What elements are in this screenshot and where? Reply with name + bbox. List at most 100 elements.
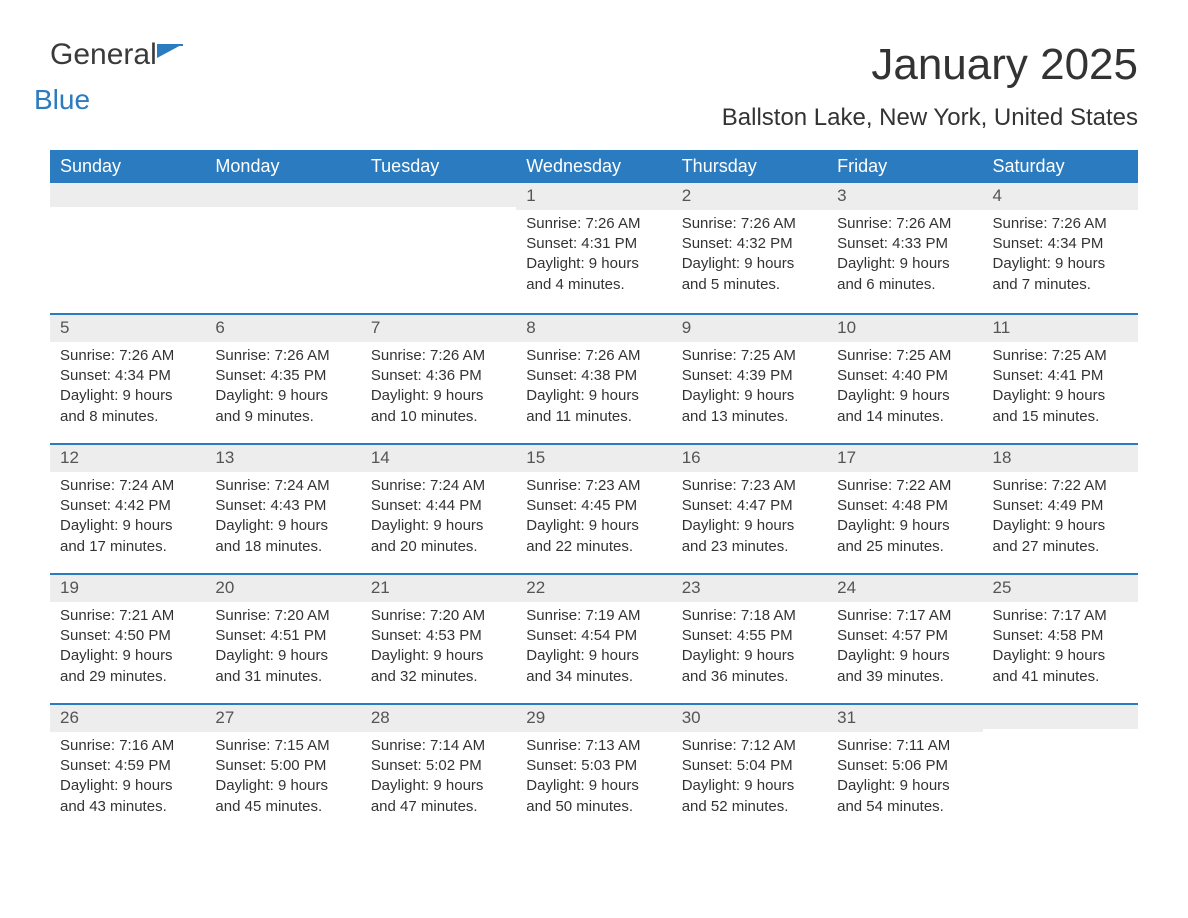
- daylight-line: Daylight: 9 hours and 47 minutes.: [371, 776, 506, 817]
- sunrise-line: Sunrise: 7:17 AM: [837, 606, 972, 626]
- sunrise-line: Sunrise: 7:26 AM: [526, 346, 661, 366]
- day-content: Sunrise: 7:17 AMSunset: 4:57 PMDaylight:…: [827, 602, 982, 701]
- sunset-line: Sunset: 4:49 PM: [993, 496, 1128, 516]
- sunrise-line: Sunrise: 7:17 AM: [993, 606, 1128, 626]
- calendar-cell: 3Sunrise: 7:26 AMSunset: 4:33 PMDaylight…: [827, 183, 982, 313]
- sunset-line: Sunset: 4:38 PM: [526, 366, 661, 386]
- sunset-line: Sunset: 4:58 PM: [993, 626, 1128, 646]
- calendar-cell: 27Sunrise: 7:15 AMSunset: 5:00 PMDayligh…: [205, 705, 360, 833]
- day-number: 14: [361, 445, 516, 472]
- sunset-line: Sunset: 5:06 PM: [837, 756, 972, 776]
- sunrise-line: Sunrise: 7:12 AM: [682, 736, 817, 756]
- day-content: Sunrise: 7:11 AMSunset: 5:06 PMDaylight:…: [827, 732, 982, 831]
- day-content: Sunrise: 7:17 AMSunset: 4:58 PMDaylight:…: [983, 602, 1138, 701]
- day-content: Sunrise: 7:26 AMSunset: 4:36 PMDaylight:…: [361, 342, 516, 441]
- logo: General Blue: [50, 40, 183, 102]
- day-content: Sunrise: 7:26 AMSunset: 4:35 PMDaylight:…: [205, 342, 360, 441]
- day-content: Sunrise: 7:15 AMSunset: 5:00 PMDaylight:…: [205, 732, 360, 831]
- sunrise-line: Sunrise: 7:24 AM: [215, 476, 350, 496]
- calendar-cell: 2Sunrise: 7:26 AMSunset: 4:32 PMDaylight…: [672, 183, 827, 313]
- daylight-line: Daylight: 9 hours and 36 minutes.: [682, 646, 817, 687]
- week-row: 19Sunrise: 7:21 AMSunset: 4:50 PMDayligh…: [50, 573, 1138, 703]
- calendar-cell: 15Sunrise: 7:23 AMSunset: 4:45 PMDayligh…: [516, 445, 671, 573]
- sunset-line: Sunset: 4:31 PM: [526, 234, 661, 254]
- day-header-friday: Friday: [827, 150, 982, 183]
- daylight-line: Daylight: 9 hours and 41 minutes.: [993, 646, 1128, 687]
- week-row: 5Sunrise: 7:26 AMSunset: 4:34 PMDaylight…: [50, 313, 1138, 443]
- sunrise-line: Sunrise: 7:23 AM: [526, 476, 661, 496]
- daylight-line: Daylight: 9 hours and 27 minutes.: [993, 516, 1128, 557]
- day-number: [361, 183, 516, 207]
- daylight-line: Daylight: 9 hours and 22 minutes.: [526, 516, 661, 557]
- day-number: 1: [516, 183, 671, 210]
- title-block: January 2025 Ballston Lake, New York, Un…: [722, 40, 1138, 132]
- week-row: 1Sunrise: 7:26 AMSunset: 4:31 PMDaylight…: [50, 183, 1138, 313]
- calendar-cell: 5Sunrise: 7:26 AMSunset: 4:34 PMDaylight…: [50, 315, 205, 443]
- day-content: Sunrise: 7:23 AMSunset: 4:45 PMDaylight:…: [516, 472, 671, 571]
- daylight-line: Daylight: 9 hours and 8 minutes.: [60, 386, 195, 427]
- calendar-cell: 6Sunrise: 7:26 AMSunset: 4:35 PMDaylight…: [205, 315, 360, 443]
- day-number: 16: [672, 445, 827, 472]
- sunrise-line: Sunrise: 7:26 AM: [371, 346, 506, 366]
- sunset-line: Sunset: 5:03 PM: [526, 756, 661, 776]
- sunset-line: Sunset: 4:50 PM: [60, 626, 195, 646]
- day-content: Sunrise: 7:21 AMSunset: 4:50 PMDaylight:…: [50, 602, 205, 701]
- day-number: 28: [361, 705, 516, 732]
- day-number: 7: [361, 315, 516, 342]
- day-content: Sunrise: 7:26 AMSunset: 4:31 PMDaylight:…: [516, 210, 671, 309]
- sunset-line: Sunset: 4:51 PM: [215, 626, 350, 646]
- sunrise-line: Sunrise: 7:18 AM: [682, 606, 817, 626]
- sunset-line: Sunset: 4:44 PM: [371, 496, 506, 516]
- day-number: 26: [50, 705, 205, 732]
- day-content: Sunrise: 7:26 AMSunset: 4:34 PMDaylight:…: [983, 210, 1138, 309]
- calendar-cell: 9Sunrise: 7:25 AMSunset: 4:39 PMDaylight…: [672, 315, 827, 443]
- calendar-cell: 25Sunrise: 7:17 AMSunset: 4:58 PMDayligh…: [983, 575, 1138, 703]
- calendar-cell: 18Sunrise: 7:22 AMSunset: 4:49 PMDayligh…: [983, 445, 1138, 573]
- day-number: 12: [50, 445, 205, 472]
- calendar-cell: [361, 183, 516, 313]
- calendar-cell: 22Sunrise: 7:19 AMSunset: 4:54 PMDayligh…: [516, 575, 671, 703]
- daylight-line: Daylight: 9 hours and 45 minutes.: [215, 776, 350, 817]
- sunset-line: Sunset: 4:53 PM: [371, 626, 506, 646]
- sunset-line: Sunset: 4:59 PM: [60, 756, 195, 776]
- day-number: 17: [827, 445, 982, 472]
- daylight-line: Daylight: 9 hours and 6 minutes.: [837, 254, 972, 295]
- sunset-line: Sunset: 4:47 PM: [682, 496, 817, 516]
- calendar-cell: 20Sunrise: 7:20 AMSunset: 4:51 PMDayligh…: [205, 575, 360, 703]
- sunrise-line: Sunrise: 7:25 AM: [682, 346, 817, 366]
- day-number: 22: [516, 575, 671, 602]
- day-number: 19: [50, 575, 205, 602]
- calendar-cell: 12Sunrise: 7:24 AMSunset: 4:42 PMDayligh…: [50, 445, 205, 573]
- sunrise-line: Sunrise: 7:22 AM: [993, 476, 1128, 496]
- sunrise-line: Sunrise: 7:26 AM: [993, 214, 1128, 234]
- day-header-tuesday: Tuesday: [361, 150, 516, 183]
- day-content: Sunrise: 7:13 AMSunset: 5:03 PMDaylight:…: [516, 732, 671, 831]
- logo-text-blue: Blue: [34, 84, 90, 115]
- sunrise-line: Sunrise: 7:15 AM: [215, 736, 350, 756]
- day-header-thursday: Thursday: [672, 150, 827, 183]
- sunset-line: Sunset: 4:54 PM: [526, 626, 661, 646]
- daylight-line: Daylight: 9 hours and 31 minutes.: [215, 646, 350, 687]
- day-header-saturday: Saturday: [983, 150, 1138, 183]
- daylight-line: Daylight: 9 hours and 20 minutes.: [371, 516, 506, 557]
- sunrise-line: Sunrise: 7:24 AM: [60, 476, 195, 496]
- sunset-line: Sunset: 4:48 PM: [837, 496, 972, 516]
- calendar-cell: 1Sunrise: 7:26 AMSunset: 4:31 PMDaylight…: [516, 183, 671, 313]
- day-header-monday: Monday: [205, 150, 360, 183]
- calendar-cell: [205, 183, 360, 313]
- sunset-line: Sunset: 4:36 PM: [371, 366, 506, 386]
- day-number: 5: [50, 315, 205, 342]
- day-number: 31: [827, 705, 982, 732]
- sunrise-line: Sunrise: 7:13 AM: [526, 736, 661, 756]
- day-content: Sunrise: 7:24 AMSunset: 4:42 PMDaylight:…: [50, 472, 205, 571]
- sunset-line: Sunset: 4:42 PM: [60, 496, 195, 516]
- day-content: Sunrise: 7:22 AMSunset: 4:48 PMDaylight:…: [827, 472, 982, 571]
- day-number: 8: [516, 315, 671, 342]
- daylight-line: Daylight: 9 hours and 34 minutes.: [526, 646, 661, 687]
- sunrise-line: Sunrise: 7:26 AM: [60, 346, 195, 366]
- calendar-cell: 31Sunrise: 7:11 AMSunset: 5:06 PMDayligh…: [827, 705, 982, 833]
- day-content: Sunrise: 7:19 AMSunset: 4:54 PMDaylight:…: [516, 602, 671, 701]
- sunrise-line: Sunrise: 7:26 AM: [837, 214, 972, 234]
- calendar-cell: [983, 705, 1138, 833]
- day-content: Sunrise: 7:25 AMSunset: 4:41 PMDaylight:…: [983, 342, 1138, 441]
